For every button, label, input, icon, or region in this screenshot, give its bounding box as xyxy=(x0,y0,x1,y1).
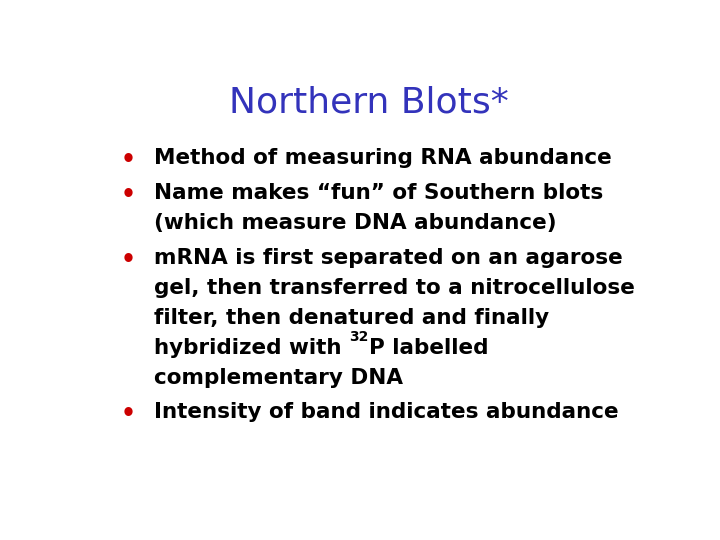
Text: •: • xyxy=(121,148,135,172)
Text: complementary DNA: complementary DNA xyxy=(154,368,403,388)
Text: •: • xyxy=(121,183,135,207)
Text: 32: 32 xyxy=(349,330,369,344)
Text: •: • xyxy=(121,402,135,427)
Text: Method of measuring RNA abundance: Method of measuring RNA abundance xyxy=(154,148,612,168)
Text: Northern Blots*: Northern Blots* xyxy=(229,85,509,119)
Text: (which measure DNA abundance): (which measure DNA abundance) xyxy=(154,213,557,233)
Text: Intensity of band indicates abundance: Intensity of band indicates abundance xyxy=(154,402,618,422)
Text: filter, then denatured and finally: filter, then denatured and finally xyxy=(154,308,549,328)
Text: mRNA is first separated on an agarose: mRNA is first separated on an agarose xyxy=(154,248,623,268)
Text: P labelled: P labelled xyxy=(369,338,488,357)
Text: hybridized with: hybridized with xyxy=(154,338,349,357)
Text: •: • xyxy=(121,248,135,272)
Text: Name makes “fun” of Southern blots: Name makes “fun” of Southern blots xyxy=(154,183,603,203)
Text: gel, then transferred to a nitrocellulose: gel, then transferred to a nitrocellulos… xyxy=(154,278,635,298)
